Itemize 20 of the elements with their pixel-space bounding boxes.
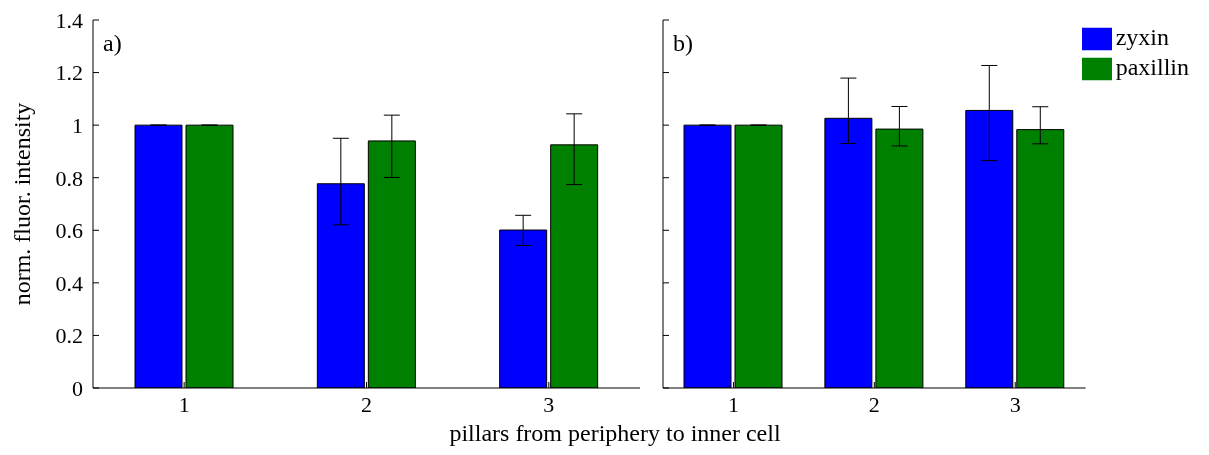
x-tick-label: 1 (178, 391, 190, 417)
y-tick-label: 0.6 (55, 218, 83, 244)
x-tick-label: 3 (543, 391, 555, 417)
x-axis-title: pillars from periphery to inner cell (448, 420, 782, 447)
x-tick-label: 2 (361, 391, 372, 417)
y-tick-label: 0 (72, 375, 83, 401)
annotation: b) (673, 30, 693, 57)
legend-label: zyxin (1115, 23, 1169, 50)
legend-label: paxillin (1115, 53, 1189, 80)
x-tick-label: 1 (727, 391, 739, 417)
y-tick-label: 0.8 (55, 165, 83, 191)
y-tick-label: 1 (72, 112, 83, 138)
y-tick-label: 0.2 (55, 323, 83, 349)
x-tick-label: 2 (868, 391, 880, 417)
y-tick-label: 0.4 (55, 270, 83, 296)
y-tick-label: 1.4 (55, 7, 83, 33)
y-axis-title: norm. fluor. intensity (8, 102, 36, 306)
x-tick-label: 3 (1009, 391, 1021, 417)
y-tick-label: 1.2 (55, 60, 83, 86)
annotation: a) (103, 30, 122, 57)
